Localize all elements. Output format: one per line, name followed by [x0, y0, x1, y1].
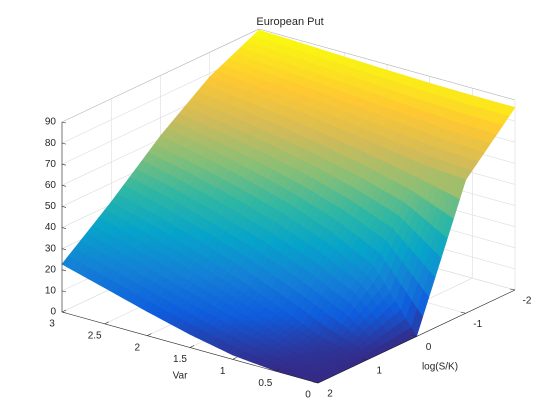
z-tick-label: 60 [45, 180, 57, 191]
y-tick-label: 0 [305, 390, 311, 401]
chart-title: European Put [256, 16, 323, 28]
x-tick [509, 288, 516, 291]
axis-box [61, 28, 260, 123]
y-axis-label: Var [173, 371, 188, 382]
z-tick-label: 10 [45, 286, 57, 297]
z-tick-label: 80 [45, 138, 57, 149]
x-tick-label: 2 [327, 389, 333, 400]
z-tick-label: 40 [45, 222, 57, 233]
y-tick [104, 321, 109, 325]
z-tick [61, 142, 67, 145]
x-tick [460, 311, 466, 314]
z-tick [61, 227, 67, 229]
z-tick [61, 248, 67, 250]
z-tick-label: 0 [50, 307, 56, 318]
y-tick-label: 2 [135, 342, 141, 353]
z-tick [61, 269, 67, 272]
x-tick-label: -1 [473, 319, 482, 330]
z-tick-label: 30 [45, 243, 57, 254]
y-tick [189, 345, 195, 348]
y-tick [317, 380, 323, 384]
y-tick-label: 1 [220, 366, 226, 377]
z-tick [61, 163, 67, 166]
z-tick [61, 185, 67, 187]
y-tick [147, 333, 152, 336]
y-tick-label: 3 [49, 319, 55, 330]
x-tick [362, 358, 368, 361]
z-tick [61, 311, 67, 314]
y-tick [275, 368, 280, 372]
y-tick-label: 1.5 [173, 354, 187, 365]
z-tick [61, 121, 67, 124]
z-tick [61, 206, 67, 208]
x-tick [411, 335, 417, 337]
z-tick [61, 290, 67, 293]
y-tick [61, 309, 67, 313]
y-tick-label: 0.5 [258, 378, 272, 389]
y-tick-label: 2.5 [88, 330, 102, 341]
x-tick-label: -2 [523, 296, 532, 307]
axis-box [258, 28, 516, 101]
z-tick-label: 20 [45, 264, 57, 275]
x-tick [312, 381, 319, 384]
z-tick-label: 70 [45, 159, 57, 170]
x-axis-label: log(S/K) [422, 362, 458, 373]
y-tick [232, 357, 237, 360]
x-tick-label: 0 [426, 342, 432, 353]
z-tick-label: 50 [45, 201, 57, 212]
z-tick-label: 90 [45, 117, 57, 128]
x-tick-label: 1 [376, 365, 382, 376]
